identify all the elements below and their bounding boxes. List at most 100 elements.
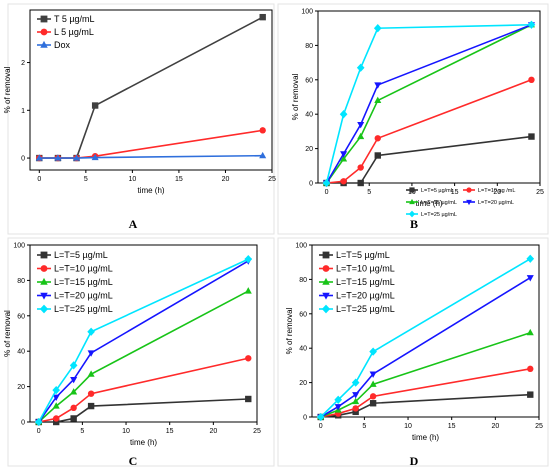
data-point — [374, 82, 382, 89]
legend-label: L=T=15 µg/mL — [336, 277, 395, 287]
y-tick-label: 60 — [299, 311, 307, 318]
data-point — [340, 151, 348, 158]
y-tick-label: 40 — [305, 112, 313, 119]
legend-marker — [322, 251, 330, 259]
y-tick-label: 100 — [301, 9, 313, 16]
legend-marker — [322, 292, 330, 300]
y-tick-label: 100 — [13, 243, 25, 250]
y-tick-label: 0 — [21, 156, 25, 163]
y-axis-label: % of removal — [291, 73, 300, 120]
data-point — [34, 417, 43, 427]
legend-label: L=T=20 µg/mL — [336, 291, 395, 301]
legend-marker — [40, 15, 48, 23]
legend-label: L=T=10 µg /mL — [478, 188, 515, 194]
data-point — [526, 254, 535, 263]
series-5 — [316, 254, 535, 422]
data-point — [527, 20, 536, 29]
x-axis-label: time (h) — [412, 433, 439, 442]
data-point — [35, 154, 43, 161]
data-point — [73, 154, 81, 161]
data-point — [259, 127, 266, 134]
legend-label: L=T=15 µg/mL — [54, 277, 113, 287]
data-point — [334, 404, 342, 411]
chart-panel-c: 0 5 10 15 20 25 0 20 40 60 80 100 time (h) % of remov… — [3, 237, 275, 468]
x-tick-label: 20 — [222, 176, 230, 183]
x-tick-label: 25 — [268, 176, 276, 183]
x-axis-label: time (h) — [415, 199, 442, 208]
legend-label: L=T=10 µg/mL — [336, 264, 395, 274]
data-point — [334, 395, 343, 404]
panel-letter: C — [129, 454, 138, 468]
y-tick-label: 100 — [295, 243, 307, 250]
y-tick-label: 80 — [299, 277, 307, 284]
legend: L=T=5 µg/mL L=T=10 µg/mL L=T=15 µg/mL L=T=2… — [37, 250, 113, 314]
data-point — [70, 415, 77, 422]
legend-label: L=T=5 µg/mL — [54, 250, 108, 260]
data-point — [352, 397, 360, 405]
data-point — [244, 287, 252, 294]
legend-marker — [40, 292, 48, 300]
panel-background — [7, 3, 275, 235]
x-axis-label: time (h) — [137, 186, 164, 195]
chart-panel-d: 0 5 10 15 20 25 0 20 40 60 80 100 time (h) % of remov… — [277, 237, 549, 468]
legend-marker — [40, 40, 48, 48]
x-tick-label: 5 — [80, 428, 84, 435]
panel-letter: B — [410, 217, 418, 231]
y-axis-label: % of removal — [3, 66, 12, 113]
x-tick-label: 15 — [166, 428, 174, 435]
legend-label: L=T=25 µg/mL — [54, 304, 113, 314]
legend-marker — [322, 277, 330, 285]
data-point — [369, 400, 377, 407]
data-point — [374, 135, 381, 142]
data-point — [245, 355, 252, 362]
legend-label: L=T=5 µg/mL — [421, 188, 454, 194]
data-point — [245, 395, 252, 403]
legend-marker — [40, 277, 48, 285]
legend-marker — [40, 265, 48, 272]
data-point — [526, 328, 534, 336]
x-tick-label: 15 — [448, 423, 456, 430]
x-tick-label: 20 — [493, 189, 501, 196]
data-point — [369, 347, 377, 356]
data-point — [87, 402, 95, 410]
panel-letter: D — [410, 454, 419, 468]
data-point — [352, 405, 359, 412]
legend-label: Dox — [54, 40, 71, 50]
data-point — [69, 361, 78, 370]
data-point — [52, 415, 60, 422]
data-point — [369, 380, 377, 387]
series-5 — [34, 255, 253, 427]
data-point — [87, 350, 95, 357]
data-point — [374, 152, 381, 159]
x-tick-label: 0 — [37, 428, 41, 435]
y-axis-label: % of removal — [3, 310, 12, 357]
y-tick-label: 20 — [17, 384, 25, 391]
legend-marker — [408, 210, 416, 218]
x-tick-label: 5 — [367, 189, 371, 196]
data-point — [352, 392, 360, 399]
legend-marker — [466, 187, 472, 193]
panel-background — [7, 237, 275, 467]
data-point — [339, 110, 348, 119]
data-point — [87, 370, 95, 377]
x-tick-label: 10 — [128, 176, 136, 183]
legend-label: L=T=5 µg/mL — [336, 250, 390, 260]
legend-label: L=T=20 µg/mL — [54, 291, 113, 301]
panel-background — [277, 237, 549, 467]
legend-marker — [466, 199, 472, 206]
data-point — [374, 96, 382, 103]
y-tick-label: 0 — [309, 181, 313, 188]
data-point — [70, 376, 78, 384]
panel-background — [277, 3, 549, 235]
data-point — [70, 404, 77, 412]
data-point — [340, 155, 348, 162]
y-axis-label: % of removal — [285, 307, 294, 354]
x-tick-label: 5 — [84, 176, 88, 183]
x-tick-label: 25 — [253, 428, 261, 435]
legend-label: L 5 µg/mL — [54, 27, 94, 37]
y-tick-label: 2 — [21, 60, 25, 67]
legend-label: L=T=25 µg/mL — [421, 212, 457, 218]
data-point — [369, 393, 377, 400]
legend: T 5 µg/mL L 5 µg/mL Dox — [37, 14, 95, 50]
data-point — [528, 133, 535, 140]
